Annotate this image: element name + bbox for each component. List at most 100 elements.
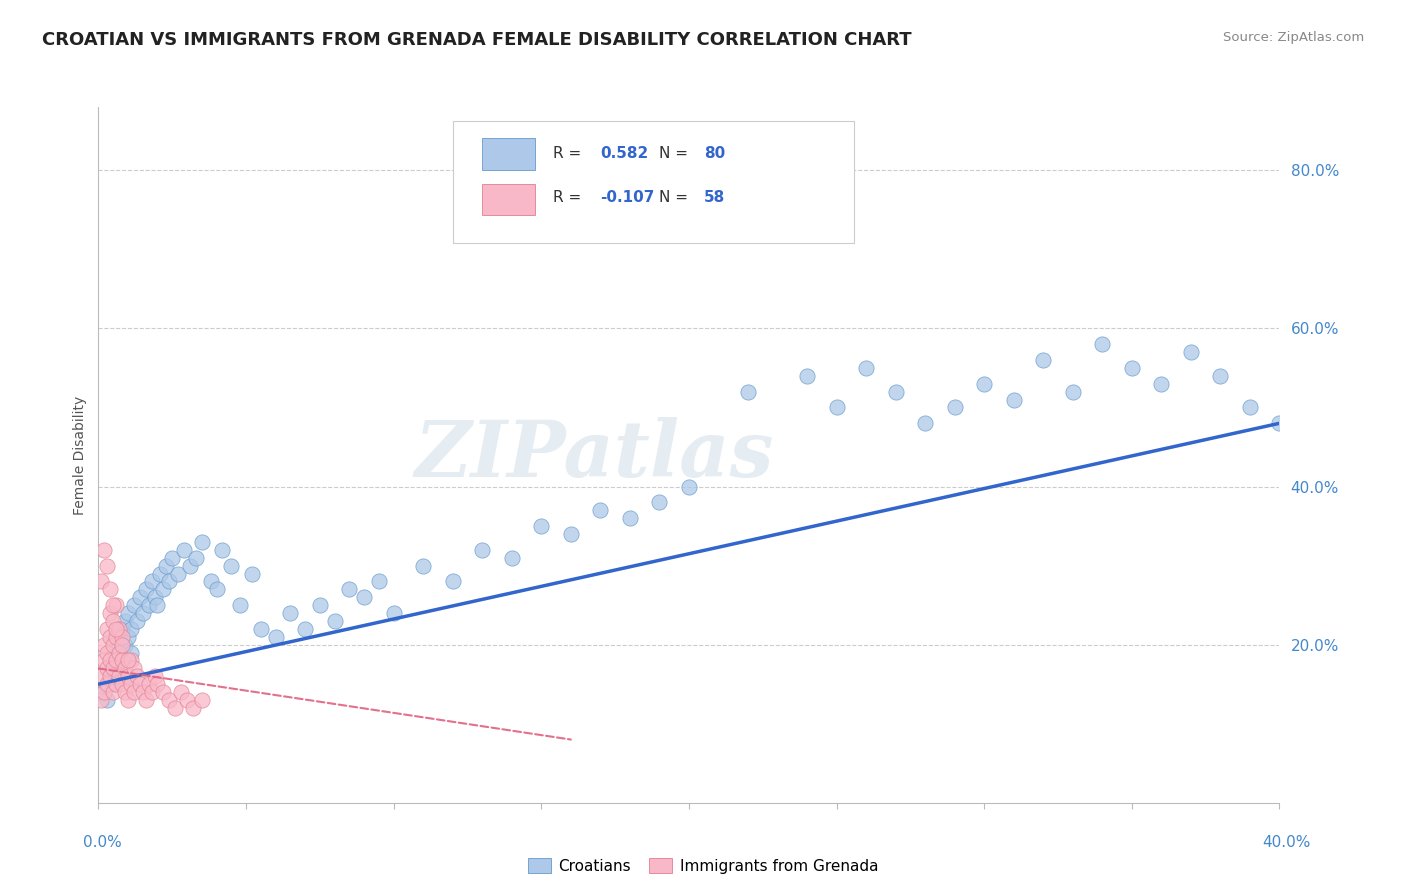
Point: [114, 638, 136, 652]
Point: [294, 622, 316, 636]
Point: [98, 582, 121, 597]
Point: [98, 669, 121, 683]
Point: [191, 693, 214, 707]
Point: [648, 495, 671, 509]
Point: [678, 479, 700, 493]
Point: [111, 622, 134, 636]
Point: [796, 368, 818, 383]
Point: [114, 614, 136, 628]
Point: [111, 638, 134, 652]
Text: 0.582: 0.582: [600, 146, 648, 161]
Point: [179, 558, 201, 573]
Point: [90, 669, 112, 683]
Point: [96, 558, 118, 573]
Point: [146, 677, 169, 691]
Point: [108, 646, 131, 660]
Point: [117, 669, 139, 683]
Point: [149, 566, 172, 581]
Point: [90, 693, 112, 707]
Text: 0.0%: 0.0%: [83, 836, 122, 850]
Point: [737, 384, 759, 399]
Point: [103, 685, 125, 699]
Point: [93, 685, 115, 699]
Point: [111, 677, 134, 691]
Point: [96, 646, 118, 660]
Point: [152, 685, 174, 699]
Point: [103, 677, 125, 691]
Y-axis label: Female Disability: Female Disability: [73, 395, 87, 515]
Point: [152, 582, 174, 597]
Text: ZIPatlas: ZIPatlas: [415, 417, 775, 493]
Point: [138, 598, 160, 612]
Point: [125, 614, 148, 628]
Legend: Croatians, Immigrants from Grenada: Croatians, Immigrants from Grenada: [522, 852, 884, 880]
Point: [1268, 417, 1291, 431]
Text: CROATIAN VS IMMIGRANTS FROM GRENADA FEMALE DISABILITY CORRELATION CHART: CROATIAN VS IMMIGRANTS FROM GRENADA FEMA…: [42, 31, 912, 49]
Point: [173, 542, 195, 557]
Point: [368, 574, 391, 589]
Point: [105, 661, 128, 675]
Point: [278, 606, 302, 620]
Point: [98, 669, 121, 683]
Point: [884, 384, 907, 399]
Point: [93, 542, 115, 557]
Point: [353, 591, 375, 605]
Point: [165, 701, 187, 715]
Point: [240, 566, 263, 581]
Text: 80: 80: [704, 146, 725, 161]
Point: [205, 582, 228, 597]
Point: [309, 598, 332, 612]
Point: [108, 622, 131, 636]
Point: [170, 685, 193, 699]
Point: [914, 417, 936, 431]
Point: [143, 669, 166, 683]
Point: [412, 558, 434, 573]
Point: [117, 606, 139, 620]
Point: [143, 591, 166, 605]
Point: [98, 606, 121, 620]
Point: [114, 661, 136, 675]
Point: [103, 653, 125, 667]
Point: [103, 614, 125, 628]
Point: [323, 614, 346, 628]
Point: [471, 542, 494, 557]
Point: [96, 677, 118, 691]
Point: [501, 550, 523, 565]
Point: [96, 693, 118, 707]
Point: [441, 574, 464, 589]
Text: Source: ZipAtlas.com: Source: ZipAtlas.com: [1223, 31, 1364, 45]
Point: [1121, 360, 1143, 375]
Text: R =: R =: [553, 146, 586, 161]
Point: [146, 598, 169, 612]
Point: [589, 503, 612, 517]
Point: [200, 574, 222, 589]
Point: [973, 376, 995, 391]
Point: [105, 653, 128, 667]
Point: [250, 622, 273, 636]
Point: [128, 591, 150, 605]
Point: [111, 630, 134, 644]
Point: [122, 661, 145, 675]
Text: 40.0%: 40.0%: [1263, 836, 1310, 850]
Point: [125, 669, 148, 683]
Point: [105, 598, 128, 612]
Point: [103, 661, 125, 675]
Point: [128, 677, 150, 691]
Point: [181, 701, 204, 715]
FancyBboxPatch shape: [482, 184, 536, 215]
Point: [138, 677, 160, 691]
Text: -0.107: -0.107: [600, 190, 655, 205]
Point: [96, 622, 118, 636]
Point: [132, 606, 155, 620]
Point: [1002, 392, 1025, 407]
Point: [382, 606, 405, 620]
Point: [93, 653, 115, 667]
Point: [98, 653, 121, 667]
Text: N =: N =: [659, 190, 693, 205]
Point: [117, 693, 139, 707]
Text: N =: N =: [659, 146, 693, 161]
Point: [184, 550, 207, 565]
Point: [176, 693, 198, 707]
Point: [825, 401, 848, 415]
Point: [120, 677, 142, 691]
